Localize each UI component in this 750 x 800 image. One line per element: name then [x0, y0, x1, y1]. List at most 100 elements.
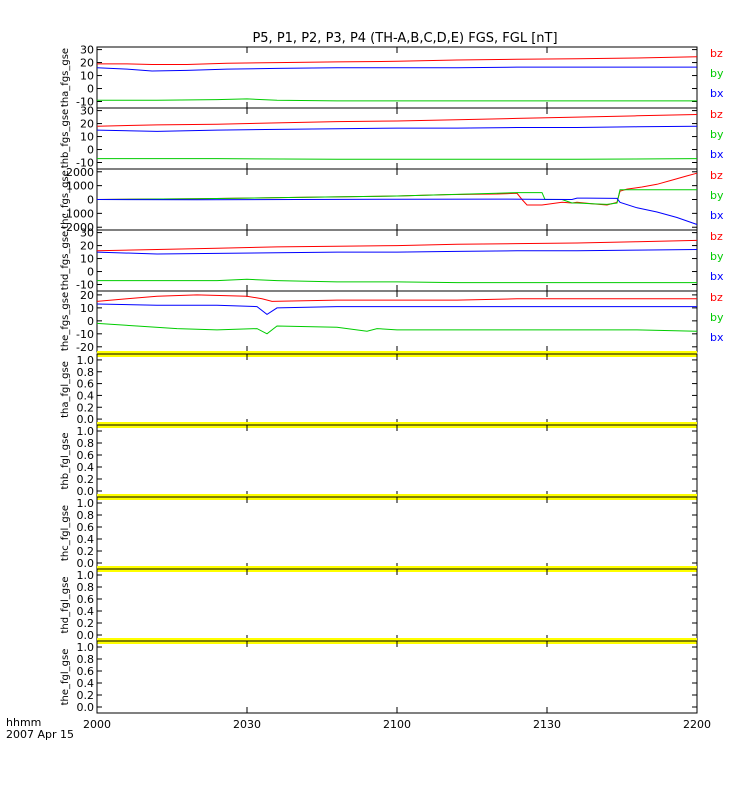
- legend-bz: bz: [710, 169, 723, 182]
- legend-by: by: [710, 250, 724, 263]
- y-tick-label: 0.4: [77, 605, 95, 618]
- series-bx-line: [96, 66, 697, 72]
- panel-frame: [96, 568, 698, 642]
- y-tick-label: 0.4: [77, 389, 95, 402]
- y-tick-label: 0.0: [77, 413, 95, 426]
- legend-bx: bx: [710, 331, 724, 344]
- legend-by: by: [710, 311, 724, 324]
- legend-bx: bx: [710, 87, 724, 100]
- y-tick-label: 2000: [66, 166, 94, 179]
- y-axis-label: thb_fgl_gse: [60, 433, 71, 490]
- y-tick-label: 10: [80, 70, 94, 83]
- y-tick-label: 10: [80, 253, 94, 266]
- legend-bx: bx: [710, 209, 724, 222]
- y-tick-label: -10: [76, 96, 94, 109]
- plot-title: P5, P1, P2, P3, P4 (TH-A,B,C,D,E) FGS, F…: [252, 31, 557, 46]
- y-tick-label: 0.0: [77, 629, 95, 642]
- y-tick-label: 0.8: [77, 437, 95, 450]
- panel-frame: [96, 496, 698, 570]
- panel-frame: [96, 640, 698, 714]
- y-tick-label: 0.8: [77, 653, 95, 666]
- y-tick-label: 1.0: [77, 569, 95, 582]
- y-axis-label: thc_fgs_gse: [60, 170, 71, 229]
- y-tick-label: 0: [87, 266, 94, 279]
- panel-frame: [96, 424, 698, 498]
- y-tick-label: 0.4: [77, 677, 95, 690]
- y-tick-label: 0.2: [77, 473, 95, 486]
- y-tick-label: -20: [76, 341, 94, 354]
- panel-thc_fgl_gse: 1.00.80.60.40.20.0 thc_fgl_gse: [60, 494, 698, 570]
- y-axis-label: tha_fgl_gse: [60, 361, 71, 418]
- y-tick-label: 0.8: [77, 509, 95, 522]
- y-tick-label: 0: [87, 144, 94, 157]
- legend-bx: bx: [710, 270, 724, 283]
- x-tick-label: 2030: [233, 718, 261, 731]
- y-tick-label: -10: [76, 328, 94, 341]
- panel-the_fgl_gse: 1.00.80.60.40.20.0 the_fgl_gse: [60, 638, 698, 714]
- panel-thb_fgl_gse: 1.00.80.60.40.20.0 thb_fgl_gse: [60, 422, 698, 498]
- y-tick-label: 30: [80, 227, 94, 240]
- y-tick-label: -1000: [62, 207, 94, 220]
- series-by-line: [96, 189, 697, 205]
- y-tick-label: 20: [80, 289, 94, 302]
- y-tick-label: 30: [80, 105, 94, 118]
- y-axis-label: the_fgl_gse: [60, 649, 71, 706]
- panel-frame: [96, 353, 698, 426]
- y-axis-label: thd_fgs_gse: [60, 231, 71, 290]
- series-bx-line: [96, 197, 698, 225]
- y-tick-label: 0.0: [77, 557, 95, 570]
- y-tick-label: 10: [80, 131, 94, 144]
- legend-bz: bz: [710, 291, 723, 304]
- y-axis-label: tha_fgs_gse: [60, 48, 71, 107]
- series-by-line: [97, 278, 697, 284]
- y-tick-label: 30: [80, 44, 94, 57]
- x-tick-label: 2100: [383, 718, 411, 731]
- panel-thd_fgl_gse: 1.00.80.60.40.20.0 thd_fgl_gse: [60, 566, 698, 642]
- legend-by: by: [710, 128, 724, 141]
- series-bz-line: [96, 294, 697, 302]
- y-tick-label: 0.6: [77, 593, 95, 606]
- y-tick-label: -10: [76, 157, 94, 170]
- y-tick-label: -10: [76, 279, 94, 292]
- y-tick-label: 1.0: [77, 425, 95, 438]
- y-tick-label: 0.2: [77, 689, 95, 702]
- y-tick-label: 0.6: [77, 449, 95, 462]
- series-by-line: [96, 322, 698, 335]
- panel-frame: [96, 46, 698, 109]
- y-tick-label: 0: [87, 315, 94, 328]
- y-tick-label: 20: [80, 240, 94, 253]
- legend-bx: bx: [710, 148, 724, 161]
- series-bx-line: [96, 125, 698, 132]
- series-by-line: [97, 158, 698, 160]
- panel-tha_fgl_gse: 1.00.80.60.40.20.0 tha_fgl_gse: [60, 351, 698, 426]
- y-tick-label: 10: [80, 302, 94, 315]
- y-tick-label: 0.0: [77, 485, 95, 498]
- y-tick-label: 0.6: [77, 521, 95, 534]
- legend-by: by: [710, 67, 724, 80]
- time-axis-label: hhmm: [6, 716, 41, 729]
- y-tick-label: 20: [80, 57, 94, 70]
- y-tick-label: 0.2: [77, 401, 95, 414]
- series-bz-line: [96, 239, 698, 252]
- y-tick-label: 0: [87, 83, 94, 96]
- y-tick-label: 0: [87, 194, 94, 207]
- series-bz-line: [97, 56, 698, 65]
- series-bx-line: [96, 303, 697, 316]
- legend-by: by: [710, 189, 724, 202]
- x-tick-label: 2200: [683, 718, 711, 731]
- y-tick-label: -2000: [62, 221, 94, 234]
- y-tick-label: 0.4: [77, 533, 95, 546]
- y-tick-label: 0.8: [77, 581, 95, 594]
- y-tick-label: 20: [80, 118, 94, 131]
- y-tick-label: 0.2: [77, 545, 95, 558]
- y-axis-label: thd_fgl_gse: [60, 577, 71, 634]
- x-tick-label: 2130: [533, 718, 561, 731]
- y-tick-label: 0.8: [77, 366, 95, 379]
- legend-bz: bz: [710, 47, 723, 60]
